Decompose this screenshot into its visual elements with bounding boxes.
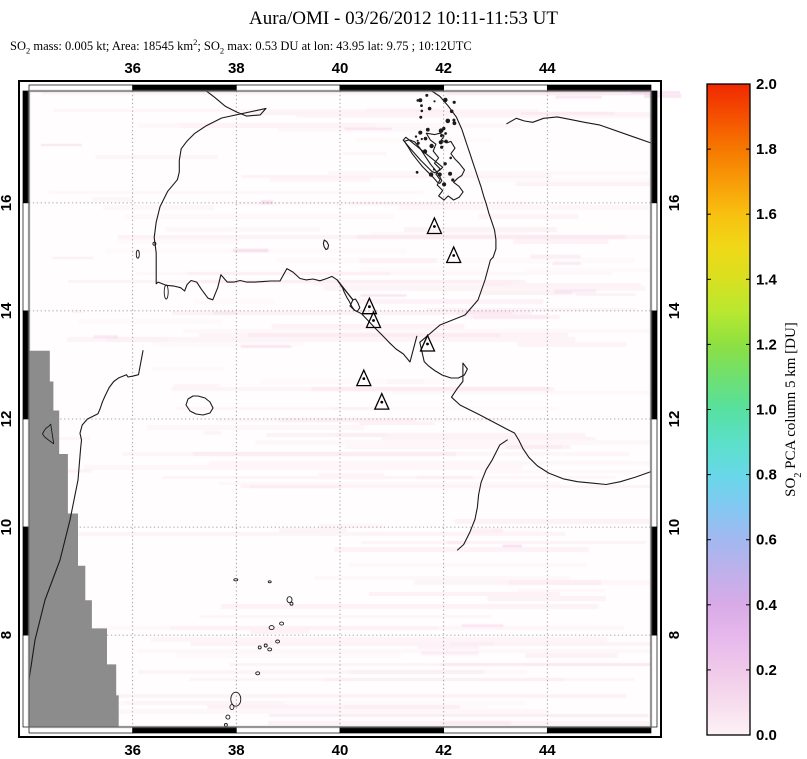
svg-text:SO2 PCA column 5 km [DU]: SO2 PCA column 5 km [DU] bbox=[783, 322, 804, 497]
svg-text:1.2: 1.2 bbox=[756, 336, 777, 353]
svg-text:1.8: 1.8 bbox=[756, 141, 777, 158]
svg-text:0.4: 0.4 bbox=[756, 597, 778, 614]
svg-text:0.2: 0.2 bbox=[756, 662, 777, 679]
svg-text:2.0: 2.0 bbox=[756, 76, 777, 93]
svg-text:0.0: 0.0 bbox=[756, 727, 777, 744]
svg-text:1.4: 1.4 bbox=[756, 271, 778, 288]
svg-text:1.6: 1.6 bbox=[756, 206, 777, 223]
svg-text:1.0: 1.0 bbox=[756, 402, 777, 419]
svg-text:0.8: 0.8 bbox=[756, 467, 777, 484]
svg-text:0.6: 0.6 bbox=[756, 532, 777, 549]
